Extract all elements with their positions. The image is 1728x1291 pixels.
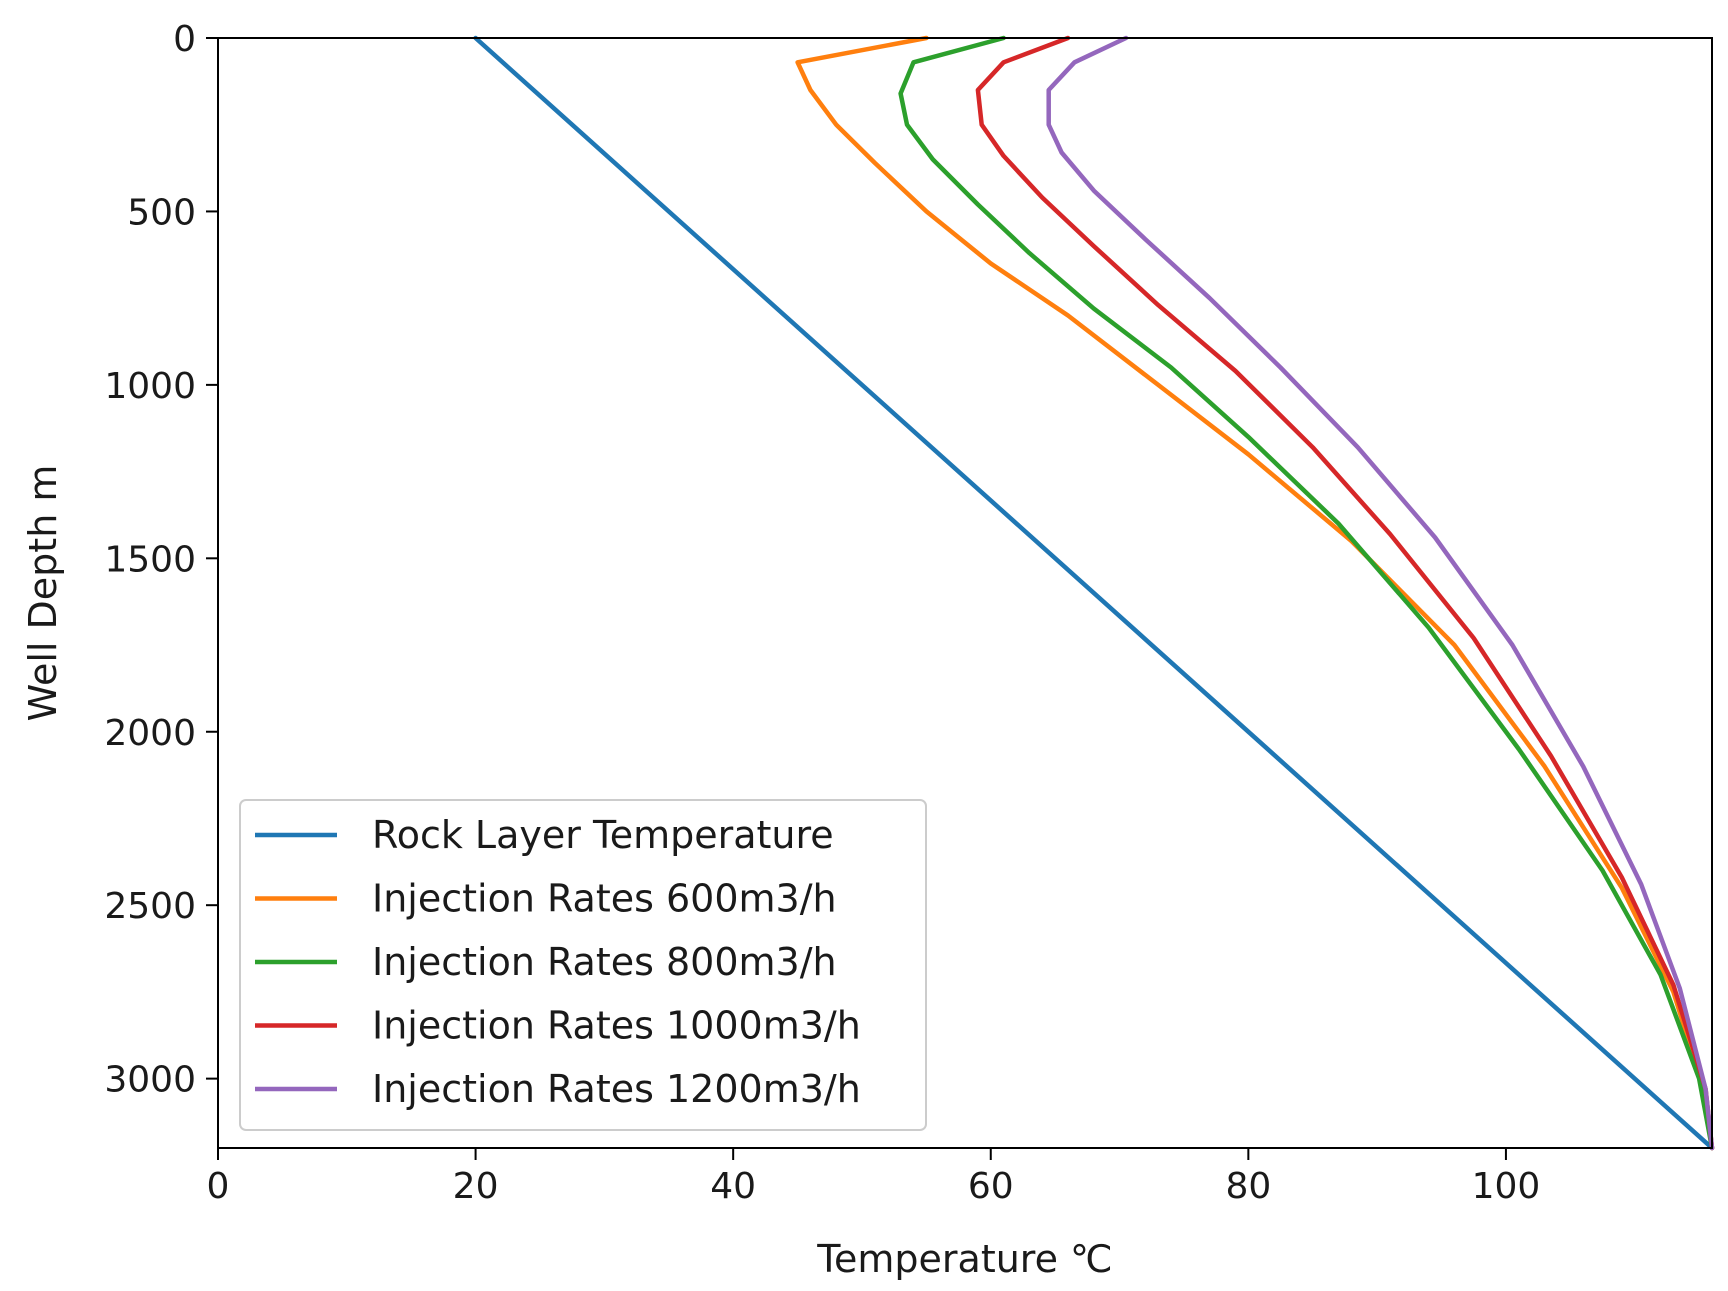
y-tick-label: 3000 — [104, 1060, 196, 1101]
series-line-3 — [975, 35, 1715, 1151]
legend-label-0: Rock Layer Temperature — [372, 813, 834, 857]
legend-label-1: Injection Rates 600m3/h — [372, 877, 837, 921]
x-tick-label: 60 — [968, 1166, 1014, 1207]
legend: Rock Layer Temperature Injection Rates 60… — [239, 799, 927, 1131]
series-layer — [473, 35, 1715, 1151]
y-tick-label: 500 — [127, 192, 196, 233]
x-tick-label: 80 — [1225, 1166, 1271, 1207]
y-tick-label: 0 — [173, 19, 196, 60]
x-tick-label: 0 — [207, 1166, 230, 1207]
legend-label-2: Injection Rates 800m3/h — [372, 940, 837, 984]
y-axis-label: Well Depth m — [21, 465, 65, 722]
y-axis-ticks: 0 500 1000 1500 2000 2500 3000 — [104, 19, 218, 1101]
y-tick-label: 1500 — [104, 539, 196, 580]
x-axis-label: Temperature ℃ — [816, 1237, 1112, 1281]
series-line-4 — [1046, 35, 1715, 1151]
y-tick-label: 2000 — [104, 713, 196, 754]
legend-label-4: Injection Rates 1200m3/h — [372, 1067, 861, 1111]
series-line-1 — [795, 35, 1715, 1151]
x-tick-label: 20 — [453, 1166, 499, 1207]
plot-frame — [217, 37, 1713, 1149]
y-tick-label: 1000 — [104, 366, 196, 407]
x-axis-ticks: 0 20 40 60 80 100 — [207, 1148, 1541, 1207]
legend-box — [239, 799, 927, 1131]
x-tick-label: 40 — [710, 1166, 756, 1207]
x-tick-label: 100 — [1472, 1166, 1541, 1207]
series-line-0 — [473, 35, 1715, 1151]
series-line-2 — [898, 35, 1715, 1151]
legend-label-3: Injection Rates 1000m3/h — [372, 1004, 861, 1048]
y-tick-label: 2500 — [104, 886, 196, 927]
